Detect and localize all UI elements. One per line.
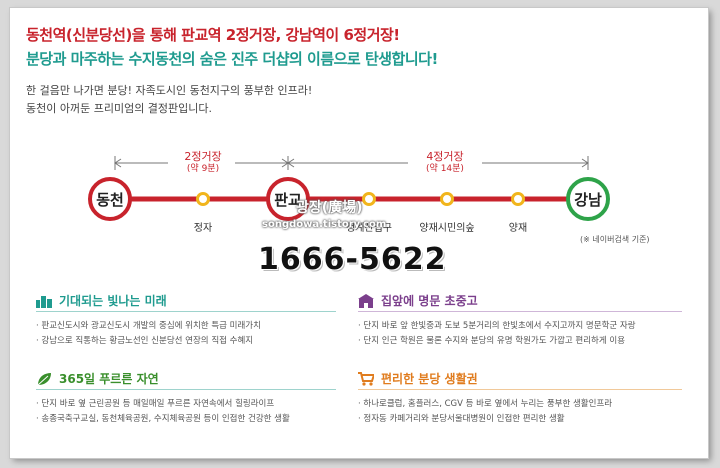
- station-yangjae-citizen-marker: [440, 192, 454, 206]
- section-living-item-1: · 하나로클럽, 홈플러스, CGV 등 바로 옆에서 누리는 풍부한 생활인프…: [358, 399, 613, 409]
- station-yangjae-marker: [511, 192, 525, 206]
- section-future-item-2: · 강남으로 직통하는 황금노선인 신분당선 연장의 직접 수혜지: [36, 336, 254, 346]
- route-note: (※ 네이버검색 기준): [580, 235, 650, 244]
- section-future-title: 기대되는 빛나는 미래: [36, 292, 167, 309]
- station-gangnam: 강남: [566, 177, 610, 221]
- station-jeongja-label: 정자: [193, 223, 213, 234]
- section-school-title: 집앞에 명문 초중고: [358, 292, 478, 309]
- intro-line2: 동천이 아꺼둔 프리미엄의 결정판입니다.: [26, 102, 213, 115]
- school-building-icon: [358, 293, 374, 308]
- segment1-label: 2정거장 (약 9분): [184, 150, 222, 174]
- section-nature-title: 365일 푸르른 자연: [36, 370, 159, 387]
- section-school-item-2: · 단지 인근 학원은 물론 수지와 분당의 유명 학원가도 가깝고 편리하게 …: [358, 336, 626, 346]
- station-jeongja-marker: [196, 192, 210, 206]
- phone-number: 1666-5622: [258, 242, 447, 277]
- content-card: [10, 8, 708, 458]
- intro-line1: 한 걸음만 나가면 분당! 자족도시인 동천지구의 풍부한 인프라!: [26, 84, 313, 97]
- headline-line1: 동천역(신분당선)을 통해 판교역 2정거장, 강남역이 6정거장!: [26, 26, 400, 44]
- headline-line2: 분당과 마주하는 수지동천의 숨은 진주 더샵의 이름으로 탄생합니다!: [26, 50, 438, 68]
- watermark-title: 광장(廣場): [296, 200, 363, 216]
- section-nature-divider: [36, 389, 336, 390]
- station-cheonggyesan-marker: [362, 192, 376, 206]
- station-cheonggyesan-label: 청계산입구: [346, 223, 392, 234]
- city-buildings-icon: [36, 295, 52, 308]
- shopping-cart-icon: [358, 371, 374, 386]
- station-dongcheon: 동천: [88, 177, 132, 221]
- section-living-title: 편리한 분당 생활권: [358, 370, 478, 387]
- section-school-divider: [358, 311, 682, 312]
- section-future-item-1: · 판교신도시와 광교신도시 개발의 중심에 위치한 특급 미래가치: [36, 321, 261, 331]
- section-living-divider: [358, 389, 682, 390]
- section-future-divider: [36, 311, 336, 312]
- leaf-icon: [37, 372, 51, 385]
- watermark-url: songdowa.tistory.com: [262, 219, 387, 230]
- segment2-label: 4정거장 (약 14분): [426, 150, 464, 174]
- section-school-item-1: · 단지 바로 앞 한빛중과 도보 5분거리의 한빛초에서 수지고까지 명문학군…: [358, 321, 636, 331]
- station-yangjae-label: 양재: [508, 223, 528, 234]
- segment2-bracket: [287, 156, 589, 170]
- station-pangyo: 판교: [266, 177, 310, 221]
- section-nature-item-2: · 송종국축구교실, 동천체육공원, 수지체육공원 등이 인접한 건강한 생활: [36, 414, 290, 424]
- station-yangjae-citizen-label: 양재시민의숲: [419, 223, 475, 234]
- section-nature-item-1: · 단지 바로 옆 근린공원 등 매일매일 푸르른 자연속에서 힐링라이프: [36, 399, 275, 409]
- section-living-item-2: · 정자동 카페거리와 분당서울대병원이 인접한 편리한 생활: [358, 414, 565, 424]
